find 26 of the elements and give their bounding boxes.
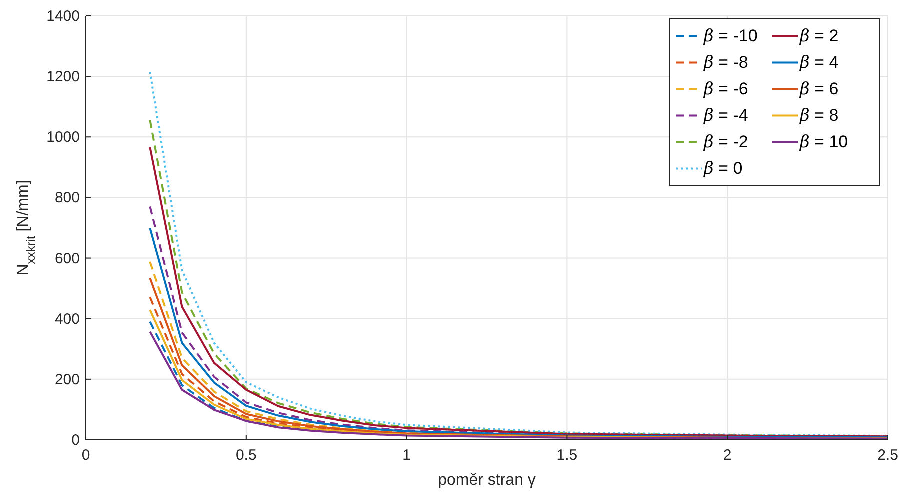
legend-label: β = -6 <box>703 80 748 100</box>
x-tick-label: 2.5 <box>878 447 898 464</box>
y-tick-label: 600 <box>54 250 80 268</box>
y-tick-label: 1400 <box>46 8 80 25</box>
y-tick-label: 1000 <box>46 129 80 146</box>
y-tick-label: 800 <box>54 190 80 207</box>
legend-label: β = 8 <box>799 106 839 126</box>
x-tick-label: 0 <box>82 447 90 464</box>
legend-label: β = 6 <box>799 80 839 100</box>
legend-label: β = -10 <box>703 26 758 47</box>
y-tick-label: 400 <box>54 310 80 328</box>
x-axis-title: poměr stran γ <box>438 472 536 489</box>
legend-label: β = 0 <box>703 159 743 180</box>
y-tick-label: 1200 <box>46 68 80 86</box>
legend-label: β = -8 <box>703 53 748 74</box>
legend-label: β = 2 <box>799 26 839 47</box>
x-tick-label: 0.5 <box>236 447 257 464</box>
legend-label: β = -2 <box>703 132 748 153</box>
x-tick-label: 2 <box>723 447 732 464</box>
x-tick-label: 1.5 <box>556 447 578 464</box>
legend-label: β = -4 <box>703 106 748 126</box>
x-tick-label: 1 <box>402 447 411 464</box>
y-tick-label: 200 <box>54 371 80 388</box>
y-tick-label: 0 <box>72 432 80 449</box>
legend-label: β = 4 <box>799 53 839 74</box>
legend-label: β = 10 <box>799 132 848 153</box>
